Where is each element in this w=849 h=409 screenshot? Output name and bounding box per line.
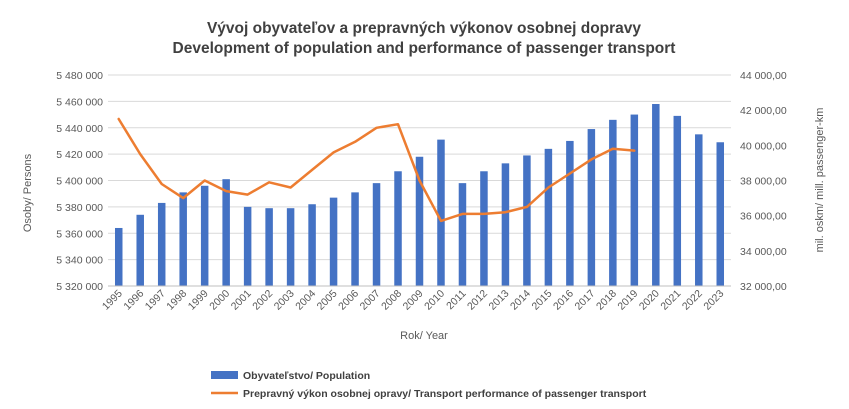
x-tick-label: 2020	[637, 288, 662, 313]
x-tick-label: 1999	[186, 288, 211, 313]
x-axis-title: Rok/ Year	[400, 330, 448, 342]
x-tick-label: 2009	[401, 288, 426, 313]
y2-tick-label: 42 000,00	[740, 105, 787, 117]
x-tick-label: 1997	[143, 288, 168, 313]
legend-label-population: Obyvateľstvo/ Population	[243, 370, 370, 382]
x-tick-label: 2016	[551, 288, 576, 313]
x-tick-label: 2004	[293, 288, 318, 313]
transport-line	[117, 117, 636, 223]
population-bar	[695, 134, 703, 286]
x-tick-label: 2003	[272, 288, 297, 313]
x-tick-label: 2023	[701, 288, 726, 313]
x-tick-label: 2008	[379, 288, 404, 313]
y-tick-label: 5 460 000	[56, 96, 103, 108]
y-axis-title: Osoby/ Persons	[22, 153, 34, 232]
right-y-axis: 32 000,00 34 000,00 36 000,00 38 000,00 40 0…	[740, 70, 787, 293]
population-bar	[716, 142, 725, 286]
population-bar	[308, 204, 316, 286]
population-bar	[329, 197, 338, 286]
legend-swatch-population	[211, 371, 238, 379]
population-bar	[609, 119, 617, 287]
y2-tick-label: 40 000,00	[740, 140, 787, 152]
population-bar	[286, 208, 295, 286]
x-tick-label: 2012	[465, 288, 490, 313]
x-axis: 1995199619971998199920002001200220032004…	[100, 285, 731, 313]
x-tick-label: 2011	[444, 288, 469, 313]
x-tick-label: 2019	[615, 288, 640, 313]
population-bar	[114, 227, 123, 286]
x-tick-label: 2013	[487, 288, 512, 313]
y2-tick-label: 32 000,00	[740, 281, 787, 293]
y-tick-label: 5 400 000	[56, 176, 103, 188]
x-tick-label: 2006	[336, 288, 361, 313]
population-bar	[415, 156, 424, 286]
y2-tick-label: 38 000,00	[740, 176, 787, 188]
population-bar	[673, 115, 682, 286]
x-tick-label: 2014	[508, 288, 533, 313]
population-bar	[157, 202, 166, 286]
x-tick-label: 2022	[680, 288, 705, 313]
y2-tick-label: 34 000,00	[740, 246, 787, 258]
population-bars	[114, 104, 725, 287]
x-tick-label: 1998	[164, 288, 189, 313]
population-bar	[136, 214, 144, 286]
population-bar	[437, 139, 445, 286]
transport-series-line	[117, 117, 636, 223]
population-bar	[630, 114, 639, 286]
x-tick-label: 2000	[207, 288, 232, 313]
population-bar	[523, 155, 531, 286]
legend: Obyvateľstvo/ Population Prepravný výkon…	[211, 370, 647, 400]
population-bar	[222, 179, 230, 286]
x-tick-label: 2005	[315, 288, 340, 313]
chart-subtitle: Development of population and performanc…	[173, 40, 676, 57]
y2-tick-label: 36 000,00	[740, 211, 787, 223]
x-tick-label: 2018	[594, 288, 619, 313]
population-bar	[501, 163, 510, 286]
y-tick-label: 5 360 000	[56, 228, 103, 240]
population-bar	[566, 140, 574, 286]
x-tick-label: 2015	[530, 288, 555, 313]
y-tick-label: 5 480 000	[56, 70, 103, 82]
y2-axis-title: mil. oskm/ mill. passenger-km	[814, 108, 826, 253]
population-bar	[394, 171, 402, 286]
population-bar	[179, 192, 187, 286]
y-tick-label: 5 320 000	[56, 281, 103, 293]
x-tick-label: 2017	[572, 288, 597, 313]
population-bar	[652, 104, 660, 286]
x-tick-label: 2007	[358, 288, 383, 313]
y-tick-label: 5 340 000	[56, 255, 103, 267]
x-tick-label: 1996	[121, 288, 146, 313]
population-bar	[458, 183, 467, 286]
population-bar	[544, 148, 553, 286]
x-tick-label: 2001	[229, 288, 254, 313]
legend-label-transport: Prepravný výkon osobnej opravy/ Transpor…	[243, 388, 647, 400]
left-y-axis: 5 320 000 5 340 000 5 360 000 5 380 000 5 40…	[56, 70, 103, 293]
x-tick-label: 2021	[658, 288, 683, 313]
population-bar	[243, 206, 252, 286]
population-bar	[200, 185, 209, 286]
population-bar	[587, 129, 596, 286]
y-tick-label: 5 420 000	[56, 149, 103, 161]
y-tick-label: 5 380 000	[56, 202, 103, 214]
population-bar	[265, 208, 273, 286]
population-bar	[351, 192, 359, 286]
x-tick-label: 2010	[422, 288, 447, 313]
x-tick-label: 2002	[250, 288, 275, 313]
chart-title: Vývoj obyvateľov a prepravných výkonov o…	[207, 20, 641, 37]
y-tick-label: 5 440 000	[56, 123, 103, 135]
population-bar	[480, 171, 488, 286]
y2-tick-label: 44 000,00	[740, 70, 787, 82]
x-tick-label: 1995	[100, 288, 125, 313]
population-bar	[372, 183, 381, 286]
